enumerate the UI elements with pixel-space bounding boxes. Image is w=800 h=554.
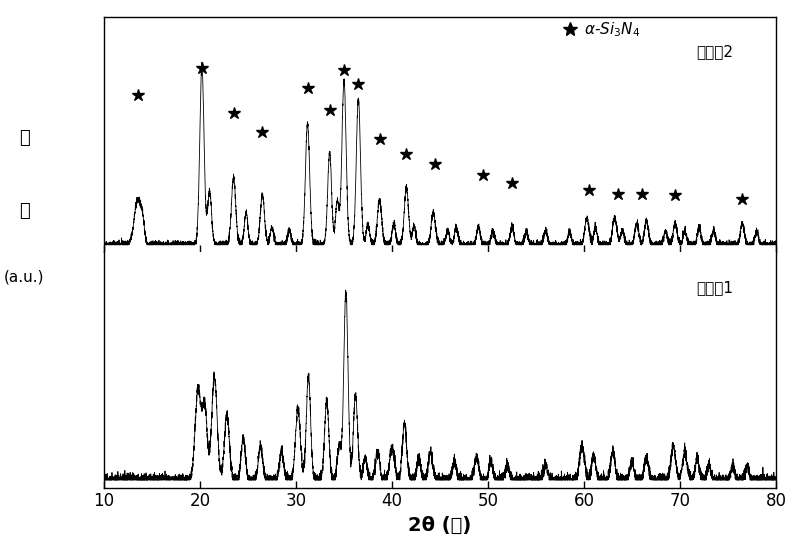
Text: 实施例2: 实施例2 xyxy=(696,44,733,59)
Text: 度: 度 xyxy=(18,202,30,219)
Text: 实施例1: 实施例1 xyxy=(696,280,733,295)
X-axis label: 2θ (度): 2θ (度) xyxy=(408,516,472,535)
Text: 强: 强 xyxy=(18,130,30,147)
Text: (a.u.): (a.u.) xyxy=(4,269,44,285)
Text: $\alpha$-Si$_3$N$_4$: $\alpha$-Si$_3$N$_4$ xyxy=(584,20,641,39)
